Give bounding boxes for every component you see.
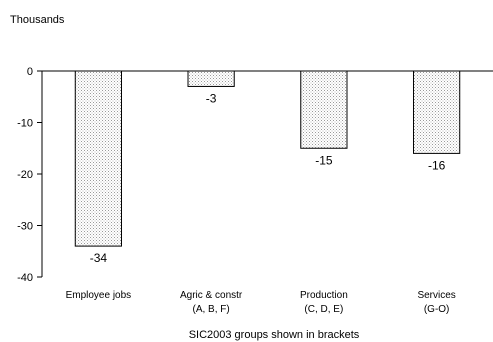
- y-tick-label-4: -40: [17, 272, 33, 284]
- y-tick-label-2: -20: [17, 169, 33, 181]
- data-label-0: -34: [90, 251, 108, 265]
- data-label-2: -15: [315, 153, 333, 167]
- bar-0: [74, 70, 122, 247]
- category-label-3: Services: [417, 290, 455, 301]
- data-label-3: -16: [428, 158, 446, 172]
- y-tick-label-0: 0: [27, 66, 33, 78]
- category-labels: Employee jobs Agric & constr (A, B, F) Prod…: [66, 290, 456, 315]
- bar-3: [413, 70, 461, 154]
- category-sublabel-2: (C, D, E): [304, 304, 343, 315]
- y-tick-label-1: -10: [17, 118, 33, 130]
- y-tick-label-3: -30: [17, 221, 33, 233]
- category-sublabel-1: (A, B, F): [193, 304, 230, 315]
- x-axis-label: SIC2003 groups shown in brackets: [189, 329, 360, 341]
- category-label-1: Agric & constr: [180, 290, 243, 301]
- data-label-1: -3: [206, 91, 217, 105]
- category-sublabel-3: (G-O): [424, 304, 450, 315]
- bar-1: [187, 70, 235, 87]
- bars: -34 -3 -15 -16: [74, 70, 461, 265]
- category-label-0: Employee jobs: [66, 290, 132, 301]
- category-label-2: Production: [300, 290, 348, 301]
- y-ticks: 0 -10 -20 -30 -40: [17, 66, 42, 284]
- bar-2: [300, 70, 348, 149]
- y-axis-label: Thousands: [10, 14, 65, 26]
